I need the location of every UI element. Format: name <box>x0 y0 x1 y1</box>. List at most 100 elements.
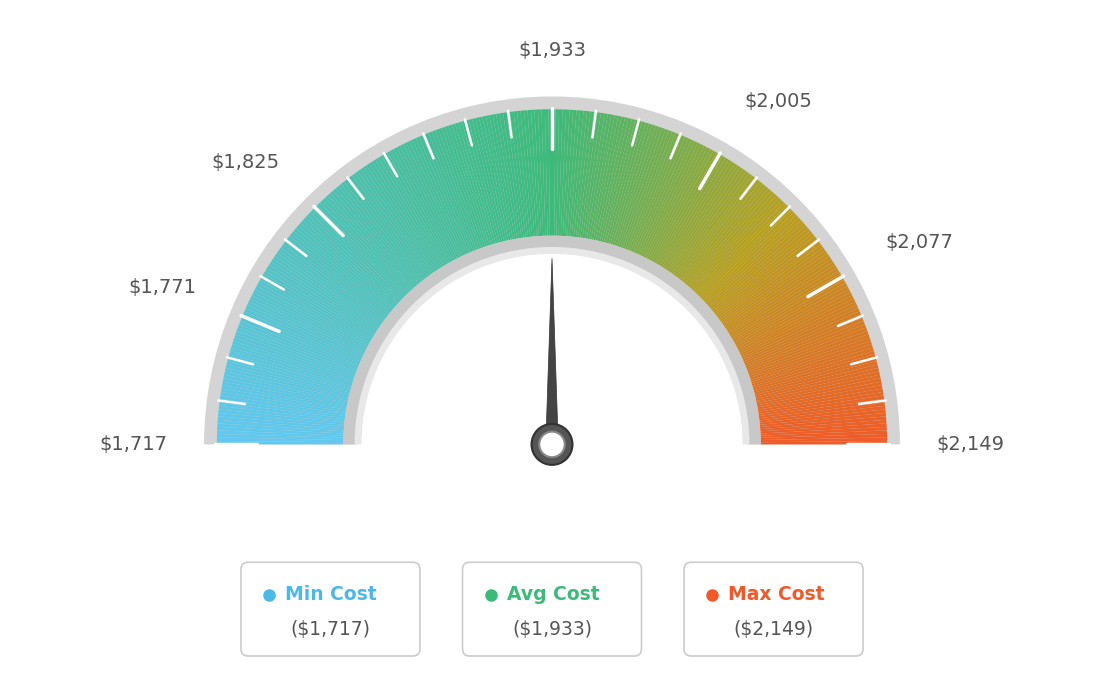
Wedge shape <box>349 175 427 278</box>
Wedge shape <box>637 138 691 255</box>
Wedge shape <box>745 318 863 368</box>
Wedge shape <box>256 283 369 346</box>
Wedge shape <box>231 344 353 384</box>
Wedge shape <box>300 220 396 306</box>
Wedge shape <box>236 328 357 374</box>
Wedge shape <box>326 195 412 290</box>
Wedge shape <box>235 331 355 376</box>
Wedge shape <box>538 110 545 236</box>
Wedge shape <box>233 337 354 380</box>
Wedge shape <box>563 110 573 236</box>
Wedge shape <box>618 127 662 247</box>
Wedge shape <box>761 431 887 438</box>
Wedge shape <box>723 253 829 327</box>
Wedge shape <box>333 188 417 286</box>
Wedge shape <box>279 248 383 324</box>
Wedge shape <box>413 138 467 255</box>
Wedge shape <box>716 239 819 318</box>
Wedge shape <box>283 241 385 320</box>
Wedge shape <box>328 193 414 289</box>
Wedge shape <box>273 256 380 329</box>
Wedge shape <box>418 135 471 253</box>
Wedge shape <box>728 262 835 333</box>
Wedge shape <box>302 217 399 305</box>
Wedge shape <box>232 341 353 382</box>
Wedge shape <box>503 112 523 238</box>
Wedge shape <box>400 144 459 258</box>
Wedge shape <box>647 146 708 259</box>
Wedge shape <box>687 188 771 286</box>
Wedge shape <box>330 190 415 288</box>
Wedge shape <box>270 259 378 331</box>
Wedge shape <box>758 395 884 416</box>
Wedge shape <box>574 111 591 237</box>
Wedge shape <box>287 236 389 317</box>
Wedge shape <box>757 382 882 407</box>
Wedge shape <box>746 321 864 370</box>
Wedge shape <box>265 268 374 336</box>
Wedge shape <box>757 388 883 412</box>
Wedge shape <box>649 148 710 260</box>
Wedge shape <box>296 226 394 310</box>
Wedge shape <box>422 134 474 252</box>
Wedge shape <box>384 152 449 264</box>
Wedge shape <box>552 109 555 236</box>
Wedge shape <box>230 351 351 388</box>
Text: ($1,717): ($1,717) <box>290 620 371 638</box>
Wedge shape <box>757 385 882 410</box>
Wedge shape <box>465 120 500 243</box>
Wedge shape <box>761 420 887 431</box>
Text: $1,771: $1,771 <box>128 278 197 297</box>
Wedge shape <box>549 109 552 236</box>
Wedge shape <box>312 208 404 298</box>
Wedge shape <box>275 253 381 327</box>
Wedge shape <box>591 115 618 239</box>
Wedge shape <box>744 311 861 364</box>
Wedge shape <box>602 119 635 242</box>
Wedge shape <box>510 112 528 237</box>
Wedge shape <box>572 110 587 237</box>
Wedge shape <box>711 228 810 311</box>
Wedge shape <box>761 441 888 444</box>
Wedge shape <box>761 424 887 433</box>
Wedge shape <box>664 161 734 269</box>
Wedge shape <box>588 115 615 239</box>
Wedge shape <box>606 121 643 244</box>
Wedge shape <box>715 236 817 317</box>
Wedge shape <box>534 110 543 236</box>
Wedge shape <box>747 324 867 372</box>
Wedge shape <box>246 305 362 359</box>
Wedge shape <box>758 399 884 418</box>
Wedge shape <box>713 230 813 313</box>
Wedge shape <box>367 164 438 270</box>
Wedge shape <box>452 124 491 245</box>
Wedge shape <box>541 109 548 236</box>
Wedge shape <box>735 283 848 346</box>
Wedge shape <box>627 132 676 250</box>
Wedge shape <box>445 126 488 246</box>
Wedge shape <box>306 215 400 303</box>
Wedge shape <box>662 159 732 268</box>
Wedge shape <box>247 302 363 357</box>
Wedge shape <box>361 167 435 273</box>
Wedge shape <box>749 331 869 376</box>
Wedge shape <box>217 427 343 435</box>
Wedge shape <box>760 402 885 420</box>
Wedge shape <box>531 110 541 236</box>
Wedge shape <box>428 132 477 250</box>
Wedge shape <box>289 233 390 315</box>
Wedge shape <box>222 382 347 407</box>
Wedge shape <box>425 132 475 251</box>
Wedge shape <box>689 190 774 288</box>
Wedge shape <box>528 110 539 236</box>
Wedge shape <box>458 121 496 244</box>
Wedge shape <box>224 371 348 401</box>
Wedge shape <box>363 165 436 272</box>
Wedge shape <box>604 120 639 243</box>
Wedge shape <box>701 210 794 300</box>
Wedge shape <box>645 144 704 258</box>
Wedge shape <box>760 406 885 422</box>
Text: $1,717: $1,717 <box>99 435 167 454</box>
Wedge shape <box>318 202 407 295</box>
Wedge shape <box>258 280 370 344</box>
